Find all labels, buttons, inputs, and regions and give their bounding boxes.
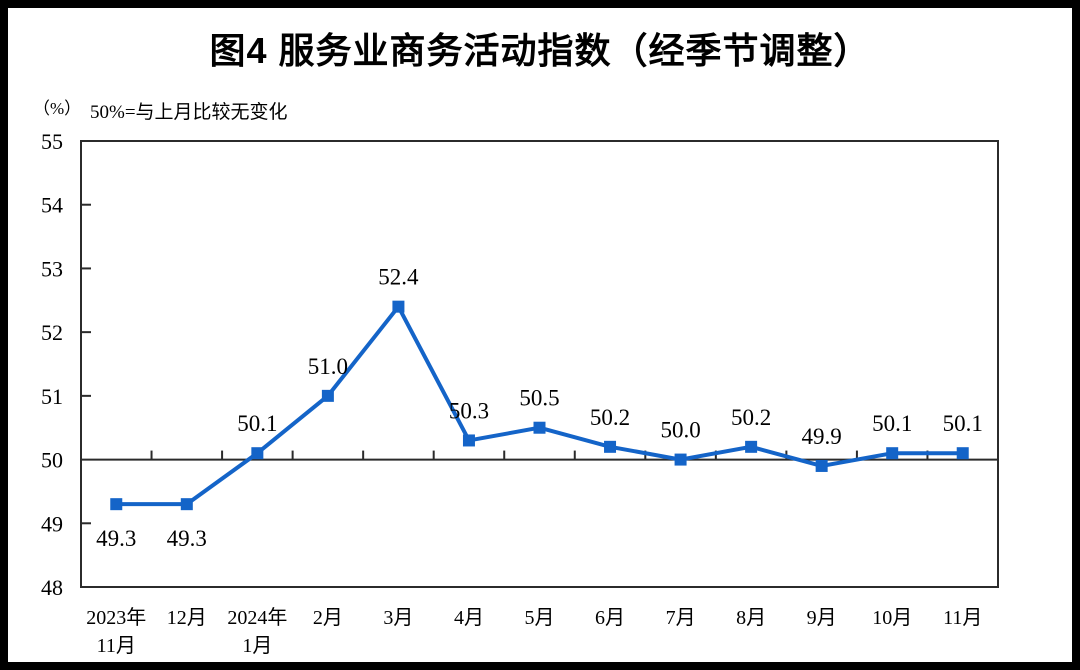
chart-subtitle: 50%=与上月比较无变化 (90, 102, 288, 123)
data-point-marker (321, 389, 334, 402)
y-axis-tick-label: 50 (41, 448, 63, 473)
data-point-marker (745, 440, 758, 453)
data-point-marker (815, 459, 828, 472)
y-axis-tick-label: 55 (41, 129, 63, 154)
x-axis-tick-label: 9月 (807, 607, 837, 629)
data-point-label: 50.2 (731, 405, 771, 430)
y-axis-tick-label: 52 (41, 320, 63, 345)
data-point-marker (462, 434, 475, 447)
x-axis-tick-label: 2月 (313, 607, 343, 629)
data-point-marker (956, 447, 969, 460)
data-point-marker (392, 300, 405, 313)
x-axis-tick-label: 7月 (666, 607, 696, 629)
x-axis-tick-label: 10月 (872, 607, 912, 629)
data-point-label: 50.1 (237, 411, 277, 436)
plot-area-border (80, 140, 999, 588)
y-axis-tick-label: 49 (41, 511, 63, 536)
x-axis-tick-label: 2024年 1月 (227, 606, 287, 657)
y-axis-unit-label: （%） (33, 99, 82, 118)
data-point-marker (533, 421, 546, 434)
data-point-label: 50.1 (943, 411, 983, 436)
chart-title: 图4 服务业商务活动指数（经季节调整） (209, 30, 871, 71)
data-point-label: 52.4 (378, 265, 419, 290)
data-point-label: 49.3 (167, 526, 207, 551)
x-axis-tick-label: 5月 (525, 607, 555, 629)
data-point-label: 49.3 (96, 526, 136, 551)
x-axis-tick-label: 3月 (383, 607, 413, 629)
data-point-label: 51.0 (308, 354, 348, 379)
data-point-label: 50.2 (590, 405, 630, 430)
data-point-label: 50.5 (519, 386, 559, 411)
data-point-label: 49.9 (802, 424, 842, 449)
y-axis-tick-label: 51 (41, 384, 63, 409)
data-point-marker (886, 447, 899, 460)
x-axis-tick-label: 2023年 11月 (86, 606, 146, 657)
data-point-label: 50.1 (872, 411, 912, 436)
x-axis-tick-label: 4月 (454, 607, 484, 629)
subtitle-row: （%） 50%=与上月比较无变化 (0, 94, 1080, 124)
x-axis-tick-label: 6月 (595, 607, 625, 629)
data-point-marker (604, 440, 617, 453)
data-point-marker (251, 447, 264, 460)
data-point-label: 50.3 (449, 398, 489, 423)
x-axis-tick-label: 11月 (943, 607, 982, 629)
data-point-marker (180, 498, 193, 511)
data-point-marker (674, 453, 687, 466)
x-axis-tick-label: 12月 (167, 607, 207, 629)
y-axis-tick-label: 54 (41, 193, 63, 218)
data-point-label: 50.0 (660, 418, 700, 443)
y-axis-tick-label: 48 (41, 575, 63, 600)
x-axis-tick-label: 8月 (736, 607, 766, 629)
y-axis-tick-label: 53 (41, 256, 63, 281)
data-point-marker (110, 498, 123, 511)
